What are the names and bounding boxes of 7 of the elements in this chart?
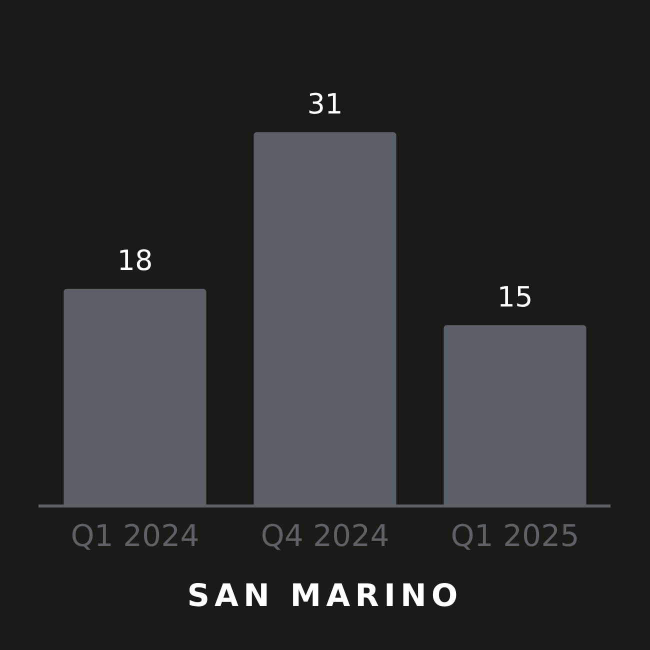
data-label: 15: [497, 280, 533, 314]
text: SAN MARINO: [186, 578, 464, 614]
data-label: 18: [117, 244, 153, 278]
x-tick-label: Q1 2025: [450, 518, 580, 554]
data-label: 31: [307, 87, 343, 120]
x-tick-label: Q4 2024: [260, 518, 390, 554]
x-tick-label: Q1 2024: [70, 518, 200, 554]
